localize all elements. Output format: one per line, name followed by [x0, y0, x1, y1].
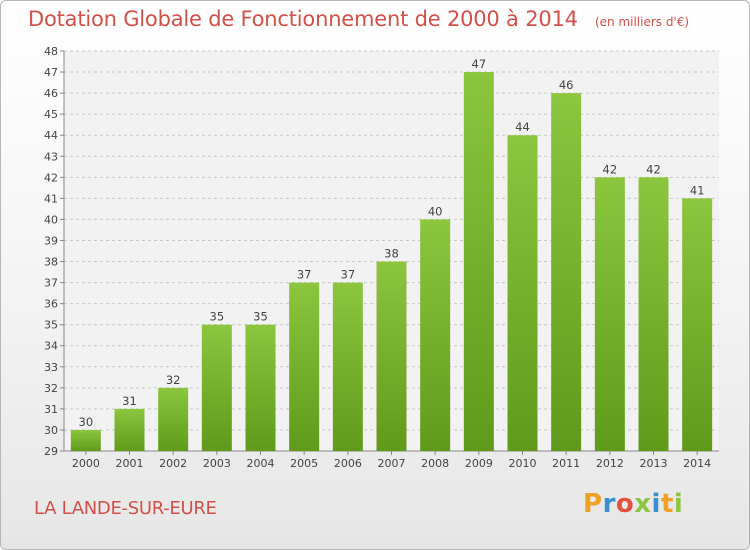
data-label: 35 [253, 310, 268, 324]
y-tick-label: 48 [44, 45, 58, 58]
bar [376, 261, 407, 451]
data-label: 31 [122, 394, 137, 408]
data-label: 47 [472, 57, 487, 71]
y-tick-label: 30 [44, 424, 58, 437]
y-tick-label: 29 [44, 445, 58, 458]
y-tick-label: 31 [44, 403, 58, 416]
y-tick-label: 43 [44, 150, 58, 163]
commune-name: LA LANDE-SUR-EURE [34, 498, 217, 519]
y-tick-label: 41 [44, 192, 58, 205]
y-tick-label: 47 [44, 66, 58, 79]
data-label: 46 [559, 78, 574, 92]
x-tick-label: 2002 [159, 457, 187, 470]
data-label: 44 [515, 120, 530, 134]
chart-subtitle: (en milliers d'€) [594, 15, 690, 29]
y-tick-label: 35 [44, 319, 58, 332]
x-tick-label: 2001 [116, 457, 144, 470]
y-tick-label: 36 [44, 298, 58, 311]
x-tick-label: 2007 [378, 457, 406, 470]
bar [245, 324, 276, 451]
x-tick-label: 2011 [552, 457, 580, 470]
data-label: 38 [384, 247, 399, 261]
data-label: 35 [210, 310, 225, 324]
bar [114, 408, 145, 451]
y-tick-label: 44 [44, 129, 58, 142]
bar [158, 387, 189, 451]
data-label: 37 [341, 268, 356, 282]
x-tick-label: 2009 [465, 457, 493, 470]
bar [638, 177, 669, 451]
title-row: Dotation Globale de Fonctionnement de 20… [28, 7, 689, 31]
y-tick-label: 32 [44, 382, 58, 395]
proxiti-logo: Proxiti [583, 489, 684, 519]
bar [332, 282, 363, 451]
bar [594, 177, 625, 451]
bar [682, 198, 713, 451]
chart-title: Dotation Globale de Fonctionnement de 20… [28, 7, 578, 31]
y-tick-label: 33 [44, 361, 58, 374]
x-tick-label: 2012 [596, 457, 624, 470]
data-label: 37 [297, 268, 312, 282]
y-tick-label: 38 [44, 256, 58, 269]
x-tick-label: 2000 [72, 457, 100, 470]
x-tick-label: 2013 [640, 457, 668, 470]
data-label: 32 [166, 373, 181, 387]
x-tick-label: 2006 [334, 457, 362, 470]
data-label: 42 [646, 162, 661, 176]
y-tick-label: 46 [44, 87, 58, 100]
bar [70, 429, 101, 451]
x-tick-label: 2003 [203, 457, 231, 470]
y-tick-label: 42 [44, 171, 58, 184]
x-tick-label: 2004 [247, 457, 275, 470]
bar [289, 282, 320, 451]
data-label: 42 [603, 162, 618, 176]
data-label: 40 [428, 204, 443, 218]
y-tick-label: 39 [44, 234, 58, 247]
bar [201, 324, 232, 451]
bar [507, 135, 538, 452]
x-tick-label: 2008 [421, 457, 449, 470]
bar [463, 72, 494, 451]
data-label: 30 [79, 415, 94, 429]
x-tick-label: 2010 [509, 457, 537, 470]
bar [420, 219, 451, 451]
y-tick-label: 40 [44, 213, 58, 226]
y-tick-label: 34 [44, 340, 58, 353]
y-tick-label: 45 [44, 108, 58, 121]
y-tick-label: 37 [44, 277, 58, 290]
bar [551, 93, 582, 452]
x-tick-label: 2014 [683, 457, 711, 470]
data-label: 41 [690, 183, 705, 197]
x-tick-label: 2005 [290, 457, 318, 470]
